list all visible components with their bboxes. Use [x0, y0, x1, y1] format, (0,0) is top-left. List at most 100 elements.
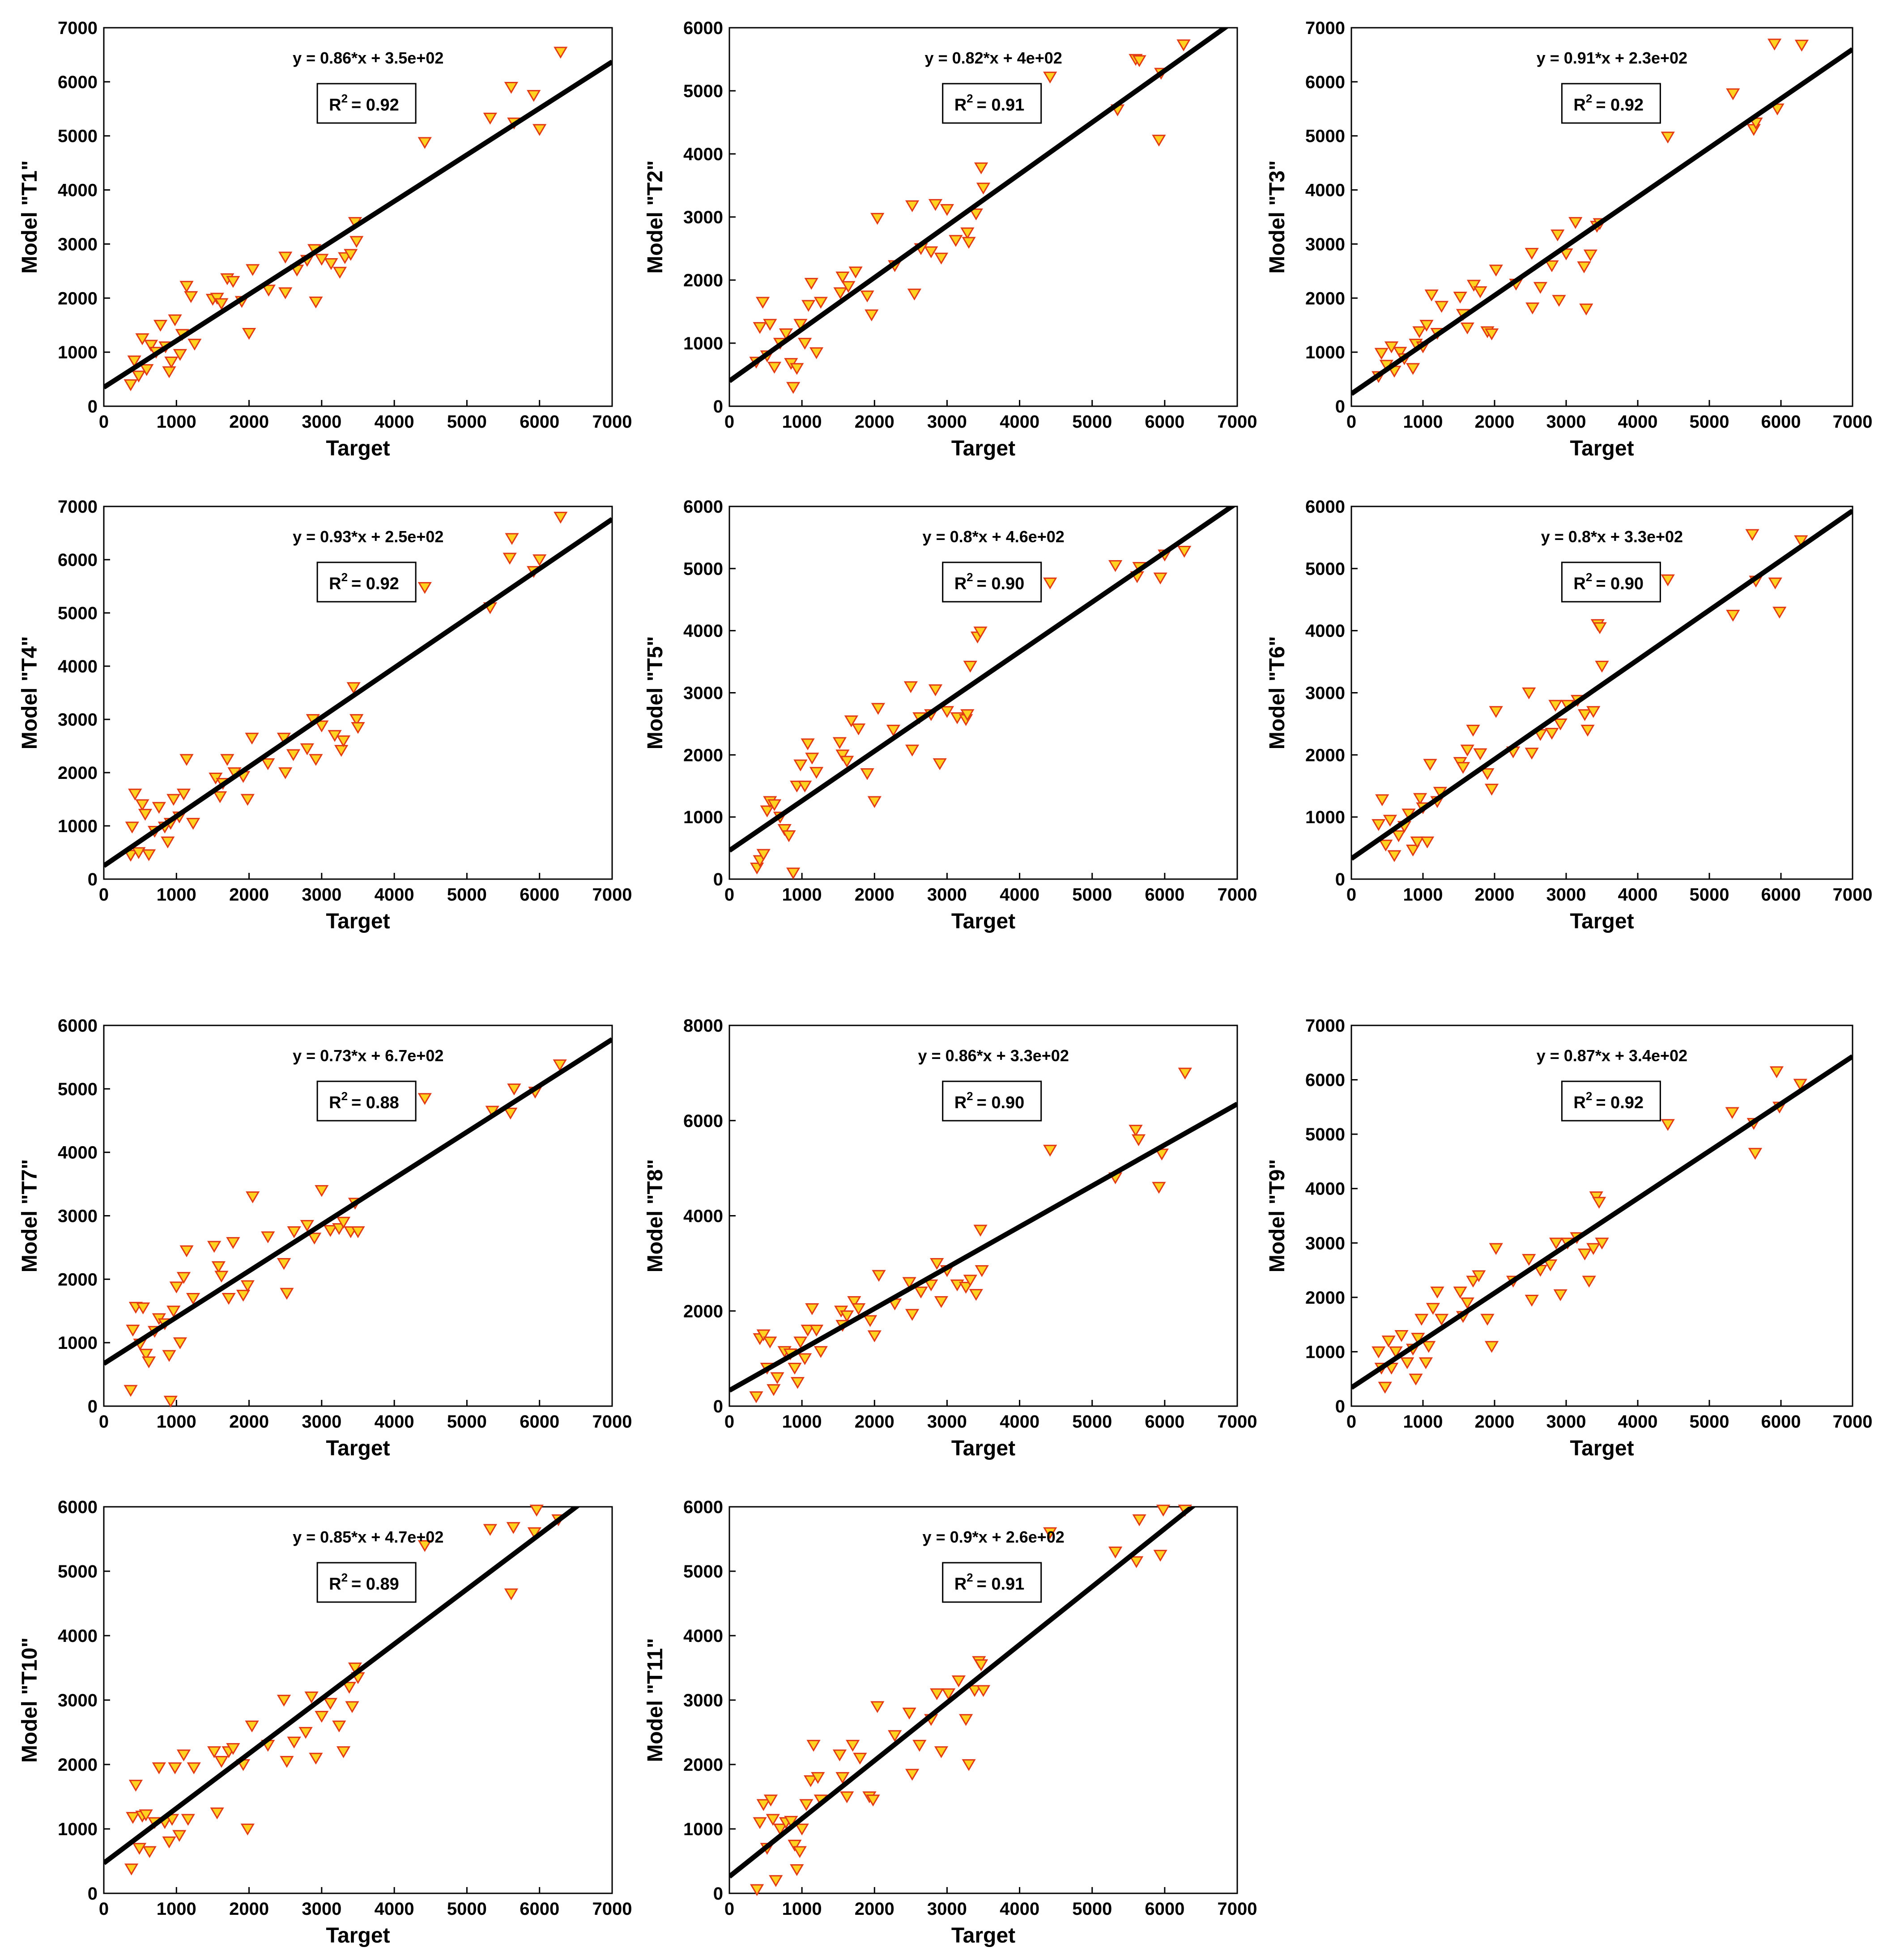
data-point — [240, 794, 255, 806]
x-axis-label: Target — [326, 437, 390, 460]
x-tick-label: 7000 — [1833, 885, 1873, 905]
r-symbol: R — [1573, 1093, 1585, 1112]
x-tick-label: 6000 — [520, 1899, 559, 1919]
data-point — [1586, 1243, 1601, 1255]
data-point — [1375, 794, 1389, 806]
data-point — [788, 1840, 802, 1852]
data-point — [1553, 719, 1567, 731]
data-point — [835, 749, 850, 761]
data-point — [345, 1701, 359, 1713]
data-point — [763, 319, 777, 331]
data-point — [139, 1348, 153, 1361]
data-point — [1545, 260, 1559, 272]
data-point — [1152, 1182, 1166, 1194]
data-point — [851, 1303, 866, 1315]
data-point — [975, 1265, 989, 1277]
data-point — [786, 382, 801, 394]
superscript-2: 2 — [967, 92, 973, 105]
data-point — [949, 235, 963, 247]
r-squared-box — [942, 83, 1042, 124]
data-point — [1580, 724, 1595, 737]
data-point — [907, 289, 922, 301]
y-tick-label: 0 — [713, 1397, 723, 1416]
data-point — [934, 252, 949, 265]
data-point — [1767, 38, 1782, 51]
y-tick-label: 0 — [1335, 870, 1345, 889]
r-squared-box — [1561, 1080, 1661, 1122]
r-squared-box — [316, 561, 417, 603]
data-point — [211, 1261, 226, 1273]
data-point — [793, 319, 808, 331]
data-point — [1456, 762, 1470, 774]
fit-equation: y = 0.87*x + 3.4e+02 — [1537, 1046, 1687, 1065]
data-point — [346, 682, 361, 694]
data-point — [1794, 39, 1809, 52]
r-squared-label: R2 = 0.91 — [954, 92, 1025, 115]
data-point — [870, 1701, 885, 1713]
r-symbol: R — [954, 96, 967, 115]
data-point — [1592, 1197, 1606, 1209]
x-tick-label: 5000 — [447, 412, 487, 432]
data-point — [144, 340, 158, 352]
y-tick-label: 1000 — [683, 808, 723, 827]
data-point — [930, 1688, 944, 1701]
y-tick-label: 1000 — [58, 1333, 98, 1353]
y-axis-label: Model "T6" — [1265, 636, 1289, 750]
data-point — [278, 767, 293, 779]
data-point — [207, 1746, 221, 1758]
data-point — [152, 1762, 166, 1774]
x-tick-label: 6000 — [1145, 1899, 1184, 1919]
fit-equation: y = 0.8*x + 3.3e+02 — [1541, 527, 1683, 546]
y-tick-label: 4000 — [58, 1626, 98, 1646]
x-tick-label: 7000 — [592, 412, 632, 432]
data-point — [349, 714, 364, 726]
x-tick-label: 2000 — [1475, 885, 1515, 905]
data-point — [176, 1749, 191, 1762]
fit-line — [729, 28, 1229, 383]
data-point — [417, 1093, 432, 1105]
data-point — [803, 1775, 818, 1787]
data-point — [280, 1288, 294, 1300]
data-point — [1525, 1295, 1539, 1307]
data-point — [1423, 759, 1437, 771]
fit-line — [104, 1507, 580, 1865]
data-point — [135, 333, 149, 345]
data-point — [770, 1372, 784, 1384]
y-axis-label: Model "T5" — [643, 636, 667, 750]
data-point — [934, 1296, 949, 1308]
data-point — [905, 1309, 920, 1321]
x-tick-label: 1000 — [782, 1899, 822, 1919]
y-tick-label: 6000 — [683, 18, 723, 38]
data-point — [1043, 577, 1057, 590]
data-point — [969, 1289, 983, 1301]
data-point — [756, 1799, 771, 1811]
data-point — [1453, 291, 1467, 304]
data-point — [246, 264, 260, 276]
y-axis-label: Model "T11" — [643, 1638, 667, 1762]
data-point — [300, 1220, 315, 1232]
r-squared-label: R2 = 0.92 — [329, 92, 399, 115]
y-tick-label: 5000 — [683, 1562, 723, 1582]
chart-panel-2: 0 1000 2000 3000 4000 5000 6000 7000 0 1000 2000 30… — [643, 18, 1257, 460]
data-point — [1595, 660, 1609, 673]
data-point — [221, 1292, 236, 1305]
data-point — [1489, 1243, 1503, 1255]
data-point — [860, 768, 874, 780]
x-tick-label: 6000 — [1145, 885, 1184, 905]
y-tick-label: 7000 — [58, 497, 98, 517]
data-point — [798, 780, 812, 793]
data-point — [140, 364, 154, 376]
chart-panel-3: 0 1000 2000 3000 4000 5000 6000 7000 0 1000 2000 30… — [1265, 18, 1872, 460]
data-point — [1426, 1303, 1440, 1315]
data-point — [1525, 748, 1539, 760]
r-symbol: R — [329, 1575, 341, 1594]
x-tick-label: 3000 — [1546, 412, 1586, 432]
r-squared-value: = 0.91 — [977, 96, 1025, 115]
data-point — [1156, 1505, 1171, 1517]
data-point — [1593, 622, 1607, 634]
data-point — [871, 703, 886, 715]
data-point — [168, 1762, 182, 1774]
data-point — [914, 1286, 928, 1299]
x-tick-label: 3000 — [302, 1412, 341, 1432]
data-point — [344, 249, 358, 261]
